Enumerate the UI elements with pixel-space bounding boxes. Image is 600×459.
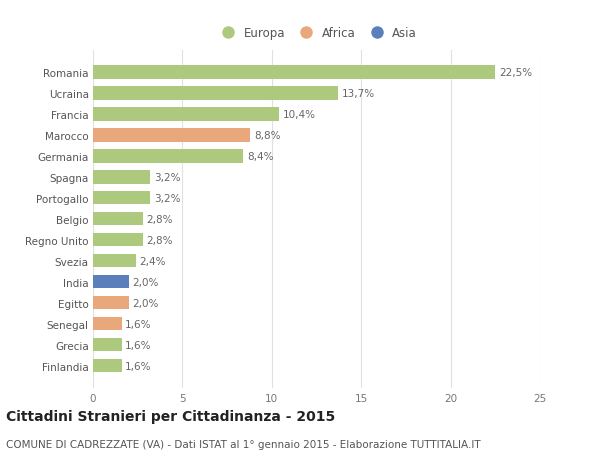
Bar <box>93 338 122 352</box>
Text: 3,2%: 3,2% <box>154 193 180 203</box>
Bar <box>93 129 250 142</box>
Text: 2,8%: 2,8% <box>146 214 173 224</box>
Text: 2,4%: 2,4% <box>139 256 166 266</box>
Text: 3,2%: 3,2% <box>154 172 180 182</box>
Bar <box>93 275 129 289</box>
Text: 10,4%: 10,4% <box>283 110 316 119</box>
Text: 8,4%: 8,4% <box>247 151 273 162</box>
Bar <box>93 296 129 310</box>
Bar <box>93 254 136 268</box>
Text: 2,0%: 2,0% <box>133 298 159 308</box>
Bar <box>93 213 143 226</box>
Bar <box>93 359 122 373</box>
Text: 2,0%: 2,0% <box>133 277 159 287</box>
Bar <box>93 191 150 205</box>
Text: COMUNE DI CADREZZATE (VA) - Dati ISTAT al 1° gennaio 2015 - Elaborazione TUTTITA: COMUNE DI CADREZZATE (VA) - Dati ISTAT a… <box>6 440 481 449</box>
Text: Cittadini Stranieri per Cittadinanza - 2015: Cittadini Stranieri per Cittadinanza - 2… <box>6 409 335 423</box>
Text: 1,6%: 1,6% <box>125 340 152 350</box>
Bar <box>93 317 122 330</box>
Bar <box>93 108 279 121</box>
Text: 13,7%: 13,7% <box>341 89 374 99</box>
Text: 1,6%: 1,6% <box>125 361 152 371</box>
Legend: Europa, Africa, Asia: Europa, Africa, Asia <box>212 22 421 45</box>
Bar <box>93 233 143 247</box>
Bar <box>93 170 150 184</box>
Bar <box>93 66 496 79</box>
Text: 22,5%: 22,5% <box>499 67 532 78</box>
Text: 1,6%: 1,6% <box>125 319 152 329</box>
Text: 2,8%: 2,8% <box>146 235 173 245</box>
Bar <box>93 87 338 101</box>
Bar <box>93 150 243 163</box>
Text: 8,8%: 8,8% <box>254 130 280 140</box>
